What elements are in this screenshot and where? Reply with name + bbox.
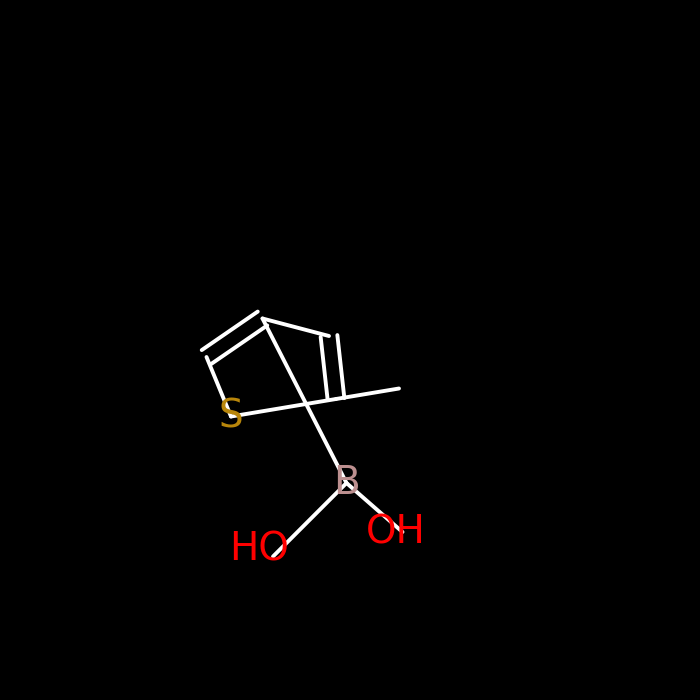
Text: S: S	[218, 398, 244, 435]
Text: HO: HO	[229, 531, 289, 568]
Text: OH: OH	[365, 513, 426, 551]
Text: B: B	[333, 464, 360, 502]
